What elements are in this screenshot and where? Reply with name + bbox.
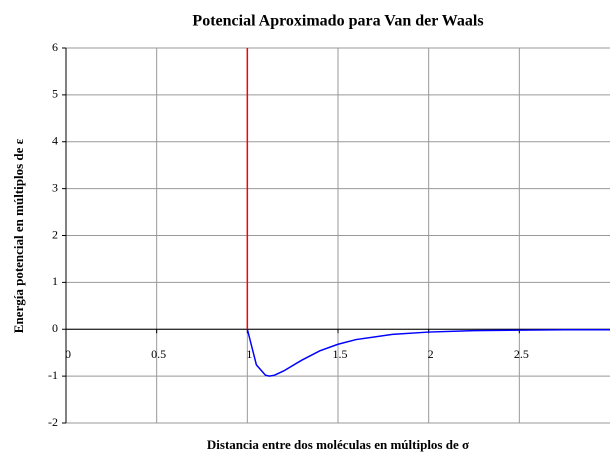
y-tick-label: -2 (48, 415, 58, 429)
x-tick-label: 2.5 (514, 347, 529, 361)
chart-title: Potencial Aproximado para Van der Waals (192, 13, 483, 30)
y-tick-label: 4 (52, 134, 58, 148)
x-tick-label: 0.5 (151, 347, 166, 361)
y-axis-title: Energía potencial en múltiplos de ε (11, 138, 26, 333)
y-tick-label: 0 (52, 321, 58, 335)
x-tick-label: 2 (428, 347, 434, 361)
y-tick-label: 3 (52, 180, 58, 194)
x-axis-title: Distancia entre dos moléculas en múltipl… (207, 437, 469, 452)
y-tick-label: -1 (48, 368, 58, 382)
x-tick-label: 1.5 (333, 347, 348, 361)
series-line (246, 328, 610, 377)
y-tick-label: 1 (52, 274, 58, 288)
y-tick-label: 2 (52, 227, 58, 241)
y-tick-label: 6 (52, 40, 58, 54)
x-tick-label: 1 (246, 347, 252, 361)
y-tick-label: 5 (52, 87, 58, 101)
x-tick-label: 0 (65, 347, 71, 361)
